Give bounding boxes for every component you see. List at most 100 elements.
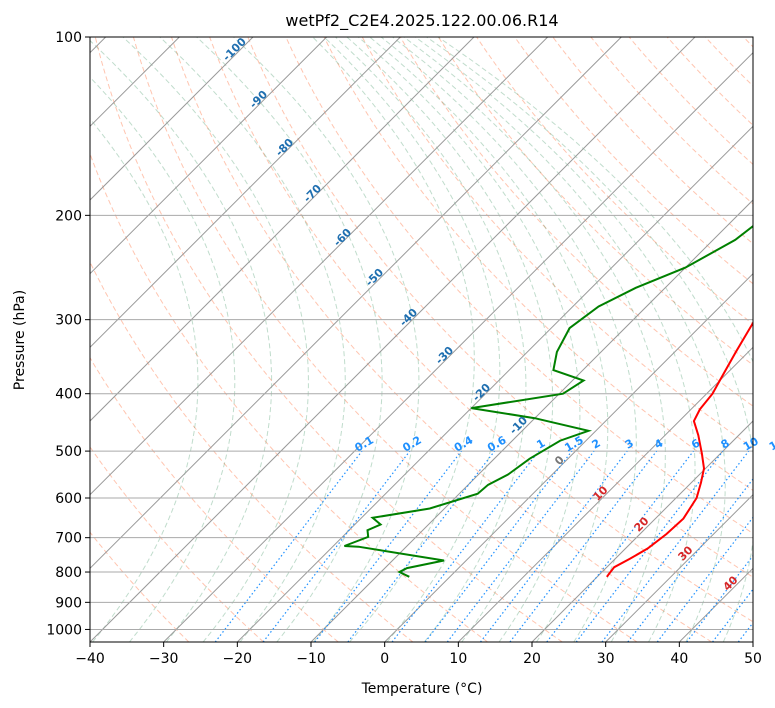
- mixing-ratio-line: [446, 450, 595, 642]
- mixing-ratio-label: 4: [652, 436, 665, 451]
- dry-adiabat: [90, 260, 414, 642]
- isotherm: [457, 346, 753, 642]
- moist-adiabat: [159, 37, 346, 642]
- moist-adiabat: [196, 37, 383, 642]
- mixing-ratio-line: [712, 588, 753, 642]
- x-tick-label: −10: [296, 651, 326, 667]
- moist-adiabat-label: -100: [220, 35, 249, 64]
- y-axis-label: Pressure (hPa): [12, 290, 28, 390]
- moist-adiabat: [437, 37, 753, 363]
- x-tick-label: −20: [223, 651, 253, 667]
- moist-adiabat-label: 20: [632, 514, 652, 534]
- dry-adiabat: [361, 37, 753, 449]
- moist-adiabat-label: 10: [591, 483, 611, 503]
- isotherm: [90, 37, 328, 275]
- moist-adiabat: [122, 37, 309, 642]
- y-tick-label: 600: [55, 491, 82, 507]
- moist-adiabat: [90, 39, 273, 642]
- mixing-ratio-line: [479, 450, 628, 642]
- y-tick-label: 800: [55, 565, 82, 581]
- dry-adiabat: [90, 356, 339, 642]
- dry-adiabat: [247, 37, 753, 578]
- mixing-ratio-line: [509, 450, 658, 642]
- dry-adiabat: [285, 37, 753, 535]
- mixing-ratio-line: [760, 451, 775, 642]
- y-tick-label: 400: [55, 387, 82, 403]
- mixing-ratio-line: [391, 450, 540, 642]
- x-axis: −40 −30 −20 −10 0 10 20 30 40 50: [75, 642, 762, 667]
- moist-adiabat: [426, 37, 753, 642]
- moist-adiabat: [90, 118, 199, 642]
- dewpoint-profile: [344, 224, 753, 578]
- isotherm: [90, 37, 401, 349]
- x-tick-label: −30: [149, 651, 179, 667]
- mixing-ratio-line: [627, 478, 753, 642]
- x-tick-label: −40: [75, 651, 105, 667]
- y-tick-label: 100: [55, 30, 82, 46]
- moist-adiabat: [357, 37, 581, 642]
- y-tick-label: 300: [55, 313, 82, 329]
- isotherm: [163, 51, 753, 642]
- profiles: [344, 224, 753, 578]
- moist-adiabat-label: -50: [363, 266, 386, 289]
- mixing-ratio-line: [262, 450, 411, 642]
- dry-adiabat: [132, 37, 638, 642]
- moist-adiabat: [414, 37, 726, 642]
- y-tick-label: 200: [55, 208, 82, 224]
- dry-adiabat: [323, 37, 753, 491]
- dry-adiabat: [90, 152, 488, 642]
- moist-adiabat-label: -60: [331, 226, 354, 249]
- moist-adiabat: [346, 37, 554, 642]
- moist-adiabat-label: 30: [676, 543, 696, 563]
- isotherm: [605, 493, 753, 642]
- moist-adiabat: [335, 37, 527, 642]
- mixing-ratio-label: 3: [623, 437, 636, 452]
- moist-adiabat-label: -30: [433, 344, 456, 367]
- y-tick-label: 1000: [46, 622, 82, 638]
- moist-adiabat: [369, 37, 609, 642]
- moist-adiabat: [323, 37, 501, 642]
- isotherm: [90, 37, 622, 570]
- x-tick-label: 0: [380, 651, 389, 667]
- moist-adiabat: [90, 76, 236, 642]
- isotherm: [90, 37, 475, 422]
- moist-adiabat: [392, 37, 666, 642]
- x-tick-label: 40: [670, 651, 688, 667]
- y-tick-label: 900: [55, 595, 82, 611]
- dry-adiabat: [704, 37, 753, 87]
- isotherm: [310, 199, 753, 642]
- dry-adiabat: [399, 37, 753, 407]
- background-lines: [90, 37, 775, 642]
- dry-adiabat: [476, 37, 753, 325]
- moist-adiabat: [380, 37, 637, 642]
- plot-frame: [89, 36, 754, 643]
- isotherm: [90, 37, 549, 496]
- y-axis: 100 200 300 400 500 600 700 800 900 1000: [46, 30, 90, 638]
- isotherm: [531, 420, 753, 642]
- moist-adiabat: [233, 37, 420, 642]
- dry-adiabat: [743, 37, 753, 48]
- mixing-ratio-line: [546, 450, 694, 642]
- moist-adiabat-label: 40: [721, 573, 741, 593]
- x-tick-label: 20: [523, 651, 541, 667]
- mixing-ratio-line: [601, 450, 750, 642]
- mixing-ratio-label: 2: [590, 437, 603, 452]
- mixing-ratio-line: [686, 554, 753, 642]
- mixing-ratio-line: [347, 450, 496, 642]
- x-tick-label: 30: [597, 651, 615, 667]
- moist-adiabat: [312, 37, 475, 642]
- mixing-ratio-line: [737, 621, 753, 642]
- chart-title: wetPf2_C2E4.2025.122.00.06.R14: [285, 11, 558, 31]
- mixing-ratio-line: [214, 450, 363, 642]
- temperature-profile: [606, 320, 753, 578]
- dry-adiabat: [90, 531, 190, 642]
- moist-adiabat: [403, 37, 696, 642]
- y-tick-label: 500: [55, 444, 82, 460]
- x-tick-label: 10: [449, 651, 467, 667]
- dry-adiabat: [437, 37, 753, 366]
- isotherm: [90, 37, 696, 642]
- dry-adiabat: [94, 37, 563, 642]
- mixing-ratio-label: 13: [767, 435, 775, 454]
- dry-adiabat: [514, 37, 753, 285]
